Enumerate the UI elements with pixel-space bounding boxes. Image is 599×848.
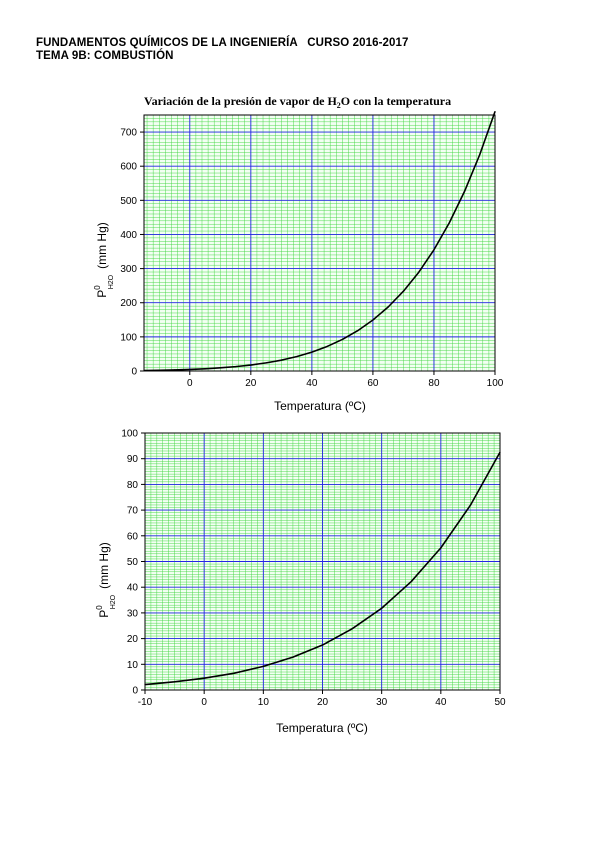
data-point: [440, 547, 442, 549]
data-point: [158, 369, 160, 371]
data-point: [469, 504, 472, 506]
data-point: [402, 290, 405, 292]
data-point: [410, 580, 412, 583]
plot-background: [144, 115, 495, 371]
y-tick-label: 0: [132, 686, 138, 697]
data-point: [341, 338, 343, 341]
x-axis-label: Temperatura (ºC): [276, 721, 368, 735]
x-tick-label: 100: [487, 378, 504, 389]
data-point: [173, 681, 176, 683]
y-tick-label: 40: [127, 583, 139, 594]
data-point: [262, 665, 264, 667]
data-point: [144, 684, 146, 686]
chart-vapor-pressure-full-range: Variación de la presión de vapor de H2O …: [93, 94, 504, 413]
topic-title: TEMA 9B: COMBUSTIÓN: [36, 50, 174, 62]
data-point: [463, 190, 466, 193]
data-point: [219, 367, 221, 369]
y-tick-label: 700: [120, 128, 137, 139]
x-tick-label: 20: [317, 697, 329, 708]
data-point: [311, 351, 313, 353]
data-point: [372, 319, 374, 321]
y-tick-label: 600: [120, 162, 137, 173]
data-point: [433, 249, 435, 251]
y-tick-label: 500: [120, 196, 137, 207]
y-tick-label: 80: [127, 480, 139, 491]
data-point: [203, 677, 205, 679]
data-point: [381, 607, 383, 609]
y-axis-label: P0 H2O(mm Hg): [93, 222, 115, 298]
plot-frame: [143, 114, 496, 372]
y-tick-label: 90: [127, 454, 139, 465]
y-tick-label: 70: [127, 506, 139, 517]
data-point: [173, 369, 176, 371]
x-tick-label: 10: [258, 697, 270, 708]
chart-title: Variación de la presión de vapor de H2O …: [144, 94, 451, 110]
y-tick-label: 10: [127, 660, 139, 671]
series-line: [143, 111, 496, 372]
y-tick-label: 50: [127, 557, 139, 568]
data-point: [326, 345, 328, 348]
y-tick-label: 300: [120, 264, 137, 275]
data-point: [448, 222, 450, 224]
document-header: FUNDAMENTOS QUÍMICOS DE LA INGENIERÍA CU…: [36, 37, 409, 63]
y-tick-label: 0: [131, 367, 137, 378]
data-point: [296, 356, 298, 358]
data-point: [494, 110, 496, 113]
x-tick-label: 80: [428, 378, 440, 389]
y-tick-label: 100: [120, 332, 137, 343]
y-tick-label: 200: [120, 298, 137, 309]
y-tick-label: 400: [120, 230, 137, 241]
x-tick-label: 0: [201, 697, 207, 708]
x-tick-label: 60: [367, 378, 379, 389]
x-tick-label: 0: [187, 378, 193, 389]
y-axis-label: P0 H2O(mm Hg): [95, 542, 117, 618]
data-point: [233, 672, 235, 674]
data-point: [280, 359, 282, 361]
data-point: [143, 369, 145, 372]
data-point: [204, 368, 206, 370]
y-tick-label: 20: [127, 634, 139, 645]
x-tick-label: 50: [494, 697, 506, 708]
data-point: [499, 451, 501, 453]
data-point: [479, 154, 481, 156]
plot-area: 0 20 40 60 80 100 0 100 200 300 400 500 600 700: [120, 110, 504, 389]
x-tick-label: 30: [376, 697, 388, 708]
x-tick-label: 40: [435, 697, 447, 708]
course-title: FUNDAMENTOS QUÍMICOS DE LA INGENIERÍA CU…: [36, 37, 409, 49]
data-point: [418, 271, 420, 273]
data-point: [357, 330, 359, 332]
y-tick-label: 30: [127, 608, 139, 619]
y-tick-label: 100: [121, 429, 138, 440]
x-tick-label: 40: [306, 378, 318, 389]
data-point: [265, 362, 267, 364]
x-tick-label: 20: [245, 378, 257, 389]
x-axis-label: Temperatura (ºC): [274, 399, 366, 413]
data-point: [292, 656, 294, 658]
minor-grid: [144, 114, 496, 372]
data-point: [189, 368, 191, 371]
data-point: [250, 364, 252, 366]
y-tick-label: 60: [127, 531, 139, 542]
data-point: [234, 366, 237, 368]
data-point: [387, 306, 389, 308]
data-point: [321, 644, 324, 646]
x-tick-label: -10: [138, 697, 153, 708]
data-point: [351, 628, 353, 630]
